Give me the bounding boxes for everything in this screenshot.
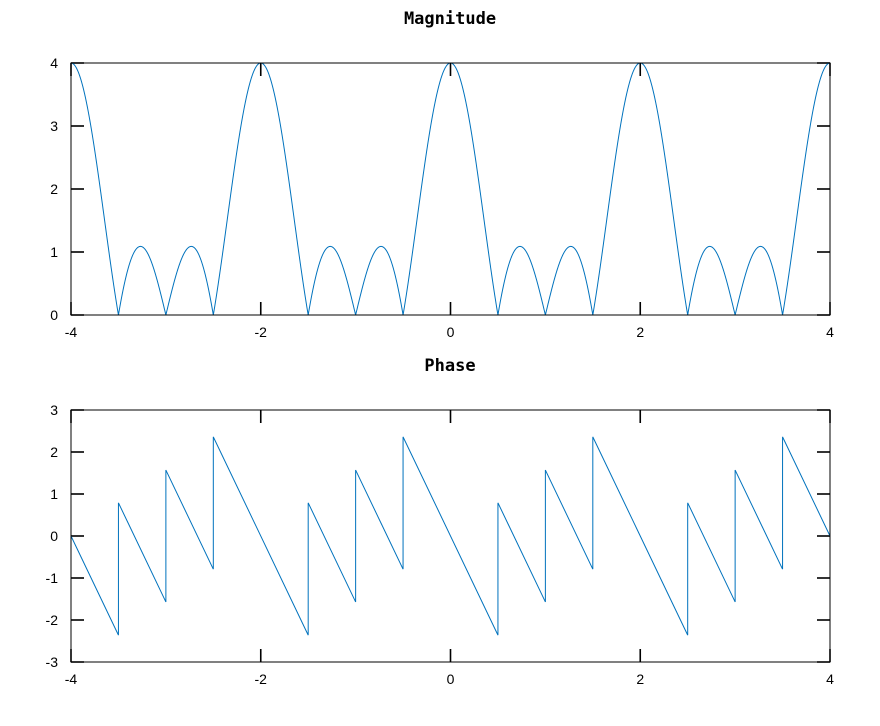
magnitude-ytick-label: 0 bbox=[50, 307, 58, 323]
magnitude-ytick-label: 2 bbox=[50, 181, 58, 197]
phase-xtick-label: -4 bbox=[65, 671, 78, 687]
phase-xtick-label: -2 bbox=[255, 671, 268, 687]
magnitude-ytick-label: 4 bbox=[50, 55, 58, 71]
phase-xtick-label: 0 bbox=[447, 671, 455, 687]
magnitude-plot: Magnitude -4 -2 0 2 4 0 1 2 3 4 bbox=[50, 9, 834, 340]
phase-ytick-label: -3 bbox=[46, 654, 59, 670]
magnitude-xtick-label: 0 bbox=[447, 324, 455, 340]
phase-xtick-label: 2 bbox=[636, 671, 644, 687]
magnitude-title: Magnitude bbox=[404, 9, 496, 29]
phase-ytick-label: 0 bbox=[50, 528, 58, 544]
phase-ytick-label: 3 bbox=[50, 402, 58, 418]
phase-ytick-label: 1 bbox=[50, 486, 58, 502]
phase-xtick-label: 4 bbox=[826, 671, 834, 687]
phase-tick-labels: -4 -2 0 2 4 -3 -2 -1 0 1 2 3 bbox=[46, 402, 835, 687]
magnitude-ticks bbox=[70, 62, 831, 316]
magnitude-xtick-label: -4 bbox=[65, 324, 78, 340]
magnitude-ytick-label: 1 bbox=[50, 244, 58, 260]
phase-ytick-label: -1 bbox=[46, 570, 59, 586]
phase-ytick-label: -2 bbox=[46, 612, 59, 628]
magnitude-xtick-label: 2 bbox=[636, 324, 644, 340]
phase-series-line bbox=[70, 436, 831, 636]
magnitude-series-line bbox=[70, 62, 831, 316]
phase-ytick-label: 2 bbox=[50, 444, 58, 460]
magnitude-axes-box bbox=[70, 62, 831, 316]
phase-plot: Phase -4 -2 0 2 4 -3 -2 -1 0 1 2 3 bbox=[46, 356, 835, 687]
magnitude-xtick-label: -2 bbox=[255, 324, 268, 340]
phase-axes-box bbox=[70, 409, 831, 663]
phase-title: Phase bbox=[424, 356, 475, 376]
magnitude-tick-labels: -4 -2 0 2 4 0 1 2 3 4 bbox=[50, 55, 834, 340]
magnitude-xtick-label: 4 bbox=[826, 324, 834, 340]
magnitude-ytick-label: 3 bbox=[50, 118, 58, 134]
